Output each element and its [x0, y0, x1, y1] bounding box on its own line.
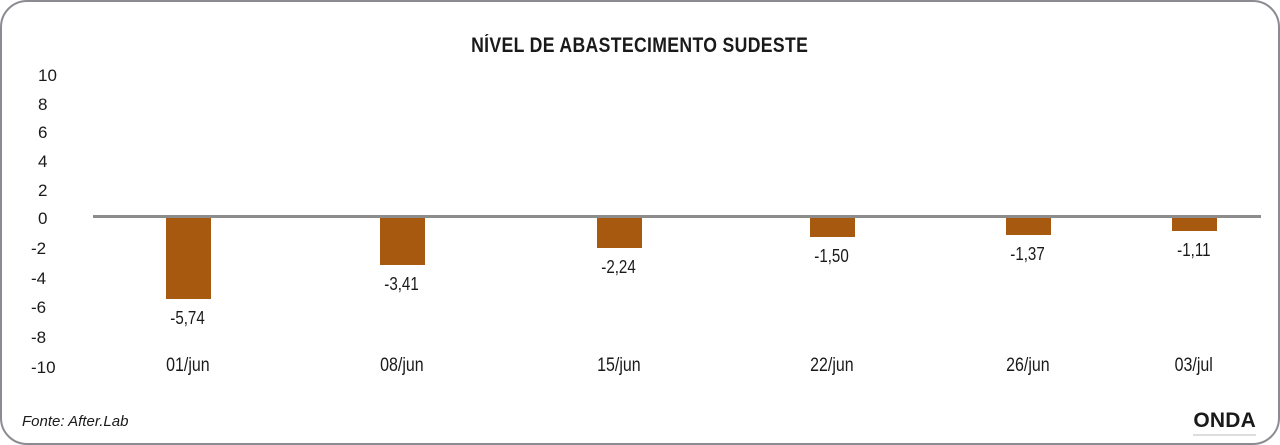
bar-value-text: -1,11	[1177, 240, 1211, 261]
bar-value-label: -3,41	[362, 274, 442, 295]
bar-value-label: -2,24	[579, 257, 659, 278]
x-tick-text: 22/jun	[810, 355, 854, 376]
x-tick-label: 22/jun	[772, 355, 892, 377]
bar	[596, 215, 642, 248]
bar	[165, 215, 211, 299]
bar-value-text: -3,41	[384, 273, 420, 294]
y-tick-label: -2	[31, 238, 47, 258]
onda-logo-text: ONDA	[1193, 409, 1256, 432]
y-tick-label: -8	[31, 328, 47, 348]
bar	[809, 215, 855, 237]
y-tick-label: 8	[38, 94, 48, 114]
x-tick-label: 03/jul	[1134, 355, 1254, 377]
bar-value-text: -1,50	[814, 245, 850, 266]
bar-value-label: -1,50	[792, 246, 872, 267]
x-tick-text: 26/jun	[1006, 355, 1050, 376]
bar-value-text: -2,24	[601, 256, 637, 277]
bar-value-label: -5,74	[148, 308, 228, 329]
y-tick-label: 10	[38, 66, 57, 85]
chart-title: NÍVEL DE ABASTECIMENTO SUDESTE	[2, 34, 1278, 58]
bar	[379, 215, 425, 265]
x-tick-text: 03/jul	[1174, 355, 1214, 376]
y-tick-label: 0	[38, 209, 48, 229]
zero-axis-line	[93, 215, 1261, 218]
x-tick-text: 08/jun	[380, 355, 424, 376]
x-tick-text: 01/jun	[166, 355, 210, 376]
x-tick-label: 15/jun	[559, 355, 679, 377]
y-tick-label: -4	[31, 268, 47, 288]
source-note: Fonte: After.Lab	[22, 413, 128, 430]
y-tick-label: -6	[31, 298, 47, 318]
x-tick-label: 08/jun	[342, 355, 462, 377]
y-tick-label: 6	[38, 123, 48, 143]
bar-value-text: -5,74	[170, 307, 206, 328]
onda-logo: ONDA	[1193, 409, 1256, 436]
x-tick-label: 26/jun	[968, 355, 1088, 377]
y-tick-label: 4	[38, 151, 48, 171]
source-note-text: Fonte: After.Lab	[22, 413, 129, 430]
bar-value-label: -1,37	[988, 244, 1068, 265]
y-tick-label: -10	[31, 357, 56, 377]
x-tick-label: 01/jun	[128, 355, 248, 377]
x-tick-text: 15/jun	[597, 355, 641, 376]
bar	[1005, 215, 1051, 235]
y-tick-label: 2	[38, 180, 48, 200]
bar-value-label: -1,11	[1154, 240, 1234, 261]
bar-value-text: -1,37	[1010, 244, 1046, 264]
bar	[1171, 215, 1217, 232]
onda-tagline-microtext	[1193, 434, 1256, 436]
chart-title-text: NÍVEL DE ABASTECIMENTO SUDESTE	[471, 34, 809, 57]
